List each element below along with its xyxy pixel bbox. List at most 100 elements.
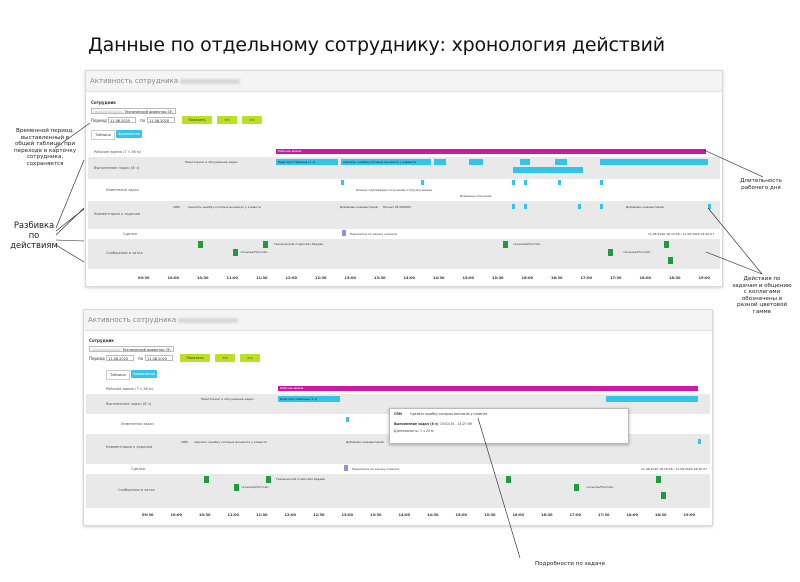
- employee-role: Технический директор (З): [122, 348, 171, 352]
- change-marker[interactable]: [421, 180, 424, 185]
- task-bar[interactable]: [555, 159, 567, 165]
- comment-marker[interactable]: [698, 439, 701, 444]
- time-tick: 10:30: [199, 513, 211, 517]
- message-marker[interactable]: [233, 249, 238, 256]
- message-marker[interactable]: [266, 476, 271, 483]
- window-title: Активность сотрудника: [90, 77, 179, 85]
- comment-marker[interactable]: [708, 204, 711, 209]
- message-marker[interactable]: [664, 241, 669, 248]
- message-marker[interactable]: [506, 476, 511, 483]
- deal-marker[interactable]: [342, 230, 346, 236]
- change-marker[interactable]: [346, 417, 349, 422]
- task-details-popup[interactable]: CRM Сделать ошибку которых возникло у кл…: [389, 408, 629, 444]
- deal-marker[interactable]: [344, 465, 348, 471]
- time-tick: 15:00: [462, 276, 474, 280]
- comment-marker[interactable]: [512, 204, 515, 209]
- time-tick: 18:00: [639, 276, 651, 280]
- row-tasks: Выполнение задач (8 ч) Мониторинг и обсу…: [88, 157, 720, 179]
- comment-marker[interactable]: [600, 204, 603, 209]
- time-tick: 17:30: [598, 513, 610, 517]
- period-label: Период с: [91, 118, 111, 123]
- row-label: Выполнение задач (8 ч): [106, 402, 152, 406]
- message-marker[interactable]: [503, 241, 508, 248]
- change-marker[interactable]: [512, 180, 515, 185]
- next-button[interactable]: >>: [240, 354, 260, 362]
- tab-table[interactable]: Таблица: [91, 130, 115, 140]
- work-time-bar[interactable]: Рабочее время: [276, 149, 706, 154]
- comment-marker[interactable]: [524, 204, 527, 209]
- time-tick: 17:00: [569, 513, 581, 517]
- message-marker[interactable]: [234, 484, 239, 491]
- time-tick: 12:30: [313, 513, 325, 517]
- prev-button[interactable]: <<: [215, 354, 235, 362]
- blurred-name: [93, 110, 123, 113]
- task-bar[interactable]: [513, 167, 583, 173]
- next-button[interactable]: >>: [242, 116, 262, 124]
- task-bar[interactable]: [469, 159, 483, 165]
- comment-text: Добавлен комментарий: [340, 205, 378, 209]
- row-chat-messages: Сообщения в чатах Технический отдел без …: [86, 474, 710, 508]
- row-label: Выполнение задач (8 ч): [94, 166, 140, 170]
- time-tick: 09:30: [138, 276, 150, 280]
- message-marker[interactable]: [656, 476, 661, 483]
- annotation-period: Временной период, выставленный в общей т…: [13, 128, 77, 167]
- period-from-input[interactable]: 11.08.2020: [108, 117, 136, 123]
- blurred-employee-name: [178, 317, 239, 323]
- task-bar[interactable]: [434, 159, 446, 165]
- time-tick: 09:30: [142, 513, 154, 517]
- message-marker[interactable]: [204, 476, 209, 483]
- work-time-bar[interactable]: Рабочее время: [278, 386, 698, 391]
- employee-select[interactable]: Технический директор (З): [91, 108, 176, 114]
- message-marker[interactable]: [263, 241, 268, 248]
- tab-table[interactable]: Таблица: [106, 370, 130, 380]
- period-to-input[interactable]: 11.08.2020: [145, 355, 173, 361]
- task-bar[interactable]: [520, 159, 530, 165]
- row-task-changes: Изменения задач: [86, 414, 710, 434]
- message-marker[interactable]: [661, 492, 666, 499]
- period-to-input[interactable]: 11.08.2020: [147, 117, 175, 123]
- time-tick: 11:00: [226, 276, 238, 280]
- employee-role: Технический директор (З): [124, 110, 173, 114]
- row-label: Сообщения в чатах: [106, 251, 143, 255]
- comment-text: Сделать ошибку которых возникло у клиент…: [194, 440, 267, 444]
- prev-button[interactable]: <<: [217, 116, 237, 124]
- row-task-changes: Изменения задач Клиент подтвердил получе…: [88, 179, 720, 201]
- time-axis: 09:30 10:00 10:30 11:00 11:30 12:00 12:30 13:00…: [86, 276, 722, 284]
- comment-text: Добавлен комментарий: [626, 205, 664, 209]
- time-tick: 17:30: [610, 276, 622, 280]
- time-tick: 16:00: [521, 276, 533, 280]
- pointer-line: [55, 207, 85, 236]
- change-text: Клиент подтвердил получение отгрузки зак…: [356, 188, 433, 192]
- time-tick: 10:00: [167, 276, 179, 280]
- message-text: Технический отдел без бардак: [274, 242, 324, 246]
- time-tick: 17:00: [580, 276, 592, 280]
- time-tick: 16:30: [551, 276, 563, 280]
- window-header: Активность сотрудника: [84, 310, 712, 331]
- change-marker[interactable]: [341, 180, 344, 185]
- change-marker[interactable]: [558, 180, 561, 185]
- message-marker[interactable]: [198, 241, 203, 248]
- task-bar[interactable]: Рэди проставлены (1 ч): [278, 396, 340, 402]
- screenshot-bottom: Активность сотрудника Сотрудник Техничес…: [83, 309, 713, 526]
- task-bar[interactable]: Рэди проставлены (1 ч): [276, 159, 338, 165]
- employee-select[interactable]: Технический директор (З): [89, 346, 174, 352]
- tab-timeline[interactable]: Хронология: [131, 370, 157, 378]
- task-bar[interactable]: [600, 159, 708, 165]
- show-button[interactable]: Показать: [180, 354, 210, 362]
- message-marker[interactable]: [574, 484, 579, 491]
- message-marker[interactable]: [608, 249, 613, 256]
- row-label: Сообщения в чатах: [118, 488, 155, 492]
- tab-timeline[interactable]: Хронология: [116, 130, 142, 138]
- show-button[interactable]: Показать: [182, 116, 212, 124]
- task-bar[interactable]: [606, 396, 698, 402]
- time-tick: 15:00: [455, 513, 467, 517]
- message-marker[interactable]: [668, 257, 673, 264]
- blurred-name: [91, 348, 121, 351]
- task-bar[interactable]: Сделать ошибку которых возникло у клиент…: [341, 159, 431, 165]
- change-marker[interactable]: [600, 180, 603, 185]
- row-task-comments: Комментарии к задачам CRM Сделать ошибку…: [88, 201, 720, 229]
- comment-marker[interactable]: [578, 204, 581, 209]
- period-to-label: по: [138, 356, 144, 361]
- period-from-input[interactable]: 11.08.2020: [106, 355, 134, 361]
- change-marker[interactable]: [524, 180, 527, 185]
